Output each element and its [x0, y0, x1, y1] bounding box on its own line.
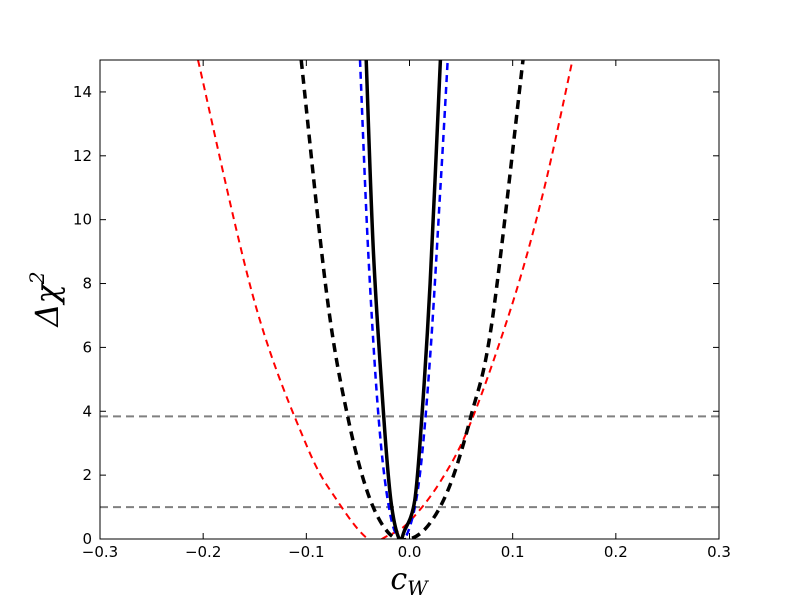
x-tick-label: −0.2 — [185, 543, 221, 561]
y-tick-label: 0 — [82, 530, 92, 548]
plot-frame — [99, 59, 720, 540]
x-tick-label: 0.2 — [604, 543, 628, 561]
series-line-2 — [358, 60, 449, 539]
series-line-3 — [364, 60, 443, 539]
x-tick-label: 0.3 — [707, 543, 731, 561]
y-axis-title: Δχ2 — [25, 271, 66, 328]
y-tick-label: 6 — [82, 338, 92, 356]
y-tick-label: 2 — [82, 466, 92, 484]
y-tick-label: 12 — [73, 147, 92, 165]
x-tick-label: 0.0 — [398, 543, 422, 561]
curves-layer — [100, 60, 719, 539]
x-tick-label: −0.3 — [82, 543, 118, 561]
tick-labels-layer: −0.3 −0.2 −0.1 0.0 0.1 0.2 0.3 0 2 4 6 8 10 12 14 — [73, 83, 731, 561]
series-line-1 — [299, 60, 525, 539]
y-tick-label: 10 — [73, 211, 92, 229]
x-tick-label: 0.1 — [501, 543, 525, 561]
x-tick-label: −0.1 — [288, 543, 324, 561]
y-tick-label: 4 — [82, 402, 92, 420]
ticks-layer — [99, 60, 720, 540]
y-tick-label: 14 — [73, 83, 92, 101]
y-tick-label: 8 — [82, 275, 92, 293]
x-axis-title: cW — [390, 562, 429, 600]
